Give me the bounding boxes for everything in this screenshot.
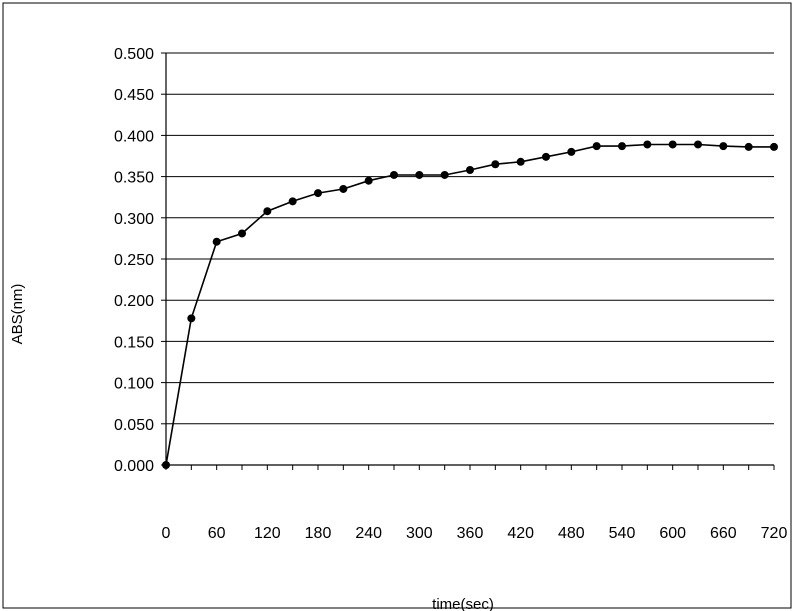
x-tick-label: 240 [355,525,382,542]
data-point [744,142,753,151]
data-point [643,140,652,149]
data-point [238,229,246,238]
x-tick-label: 420 [507,525,534,542]
x-tick-label: 300 [406,525,433,542]
data-point [288,197,297,206]
x-axis-label: time(sec) [432,596,494,611]
x-tick-label: 120 [254,525,281,542]
x-tick-label: 0 [162,525,171,542]
data-point [567,147,576,156]
data-point [415,170,424,179]
x-tick-label: 360 [457,525,484,542]
axes [161,52,775,470]
y-tick-label: 0.300 [114,211,154,228]
data-point [390,170,398,179]
y-tick-label: 0.050 [114,417,154,434]
series [162,140,778,469]
data-point [212,237,221,246]
data-point [263,207,272,216]
y-tick-labels: 0.000 0.050 0.100 0.150 0.200 0.250 0.300 0.350… [114,46,154,475]
grid-lines [166,52,774,425]
data-point [694,140,702,149]
data-point [618,142,626,151]
data-point [364,176,373,185]
y-tick-label: 0.400 [114,128,154,145]
x-tick-label: 540 [609,525,636,542]
data-point [440,170,449,179]
data-point [770,142,778,151]
data-point [187,314,196,323]
x-tick-label: 660 [710,525,737,542]
y-tick-label: 0.350 [114,170,154,187]
data-point [592,142,601,151]
data-point [668,140,677,149]
data-point [162,461,170,469]
y-tick-label: 0.250 [114,252,154,269]
y-tick-label: 0.450 [114,87,154,104]
data-point [339,184,348,193]
y-tick-label: 0.150 [114,334,154,351]
x-tick-label: 600 [659,525,686,542]
y-tick-label: 0.500 [114,46,154,63]
x-tick-labels: 0 60 120 180 240 300 360 420 480 540 600 660 720 [162,525,788,542]
y-tick-label: 0.200 [114,293,154,310]
data-point [542,152,550,161]
data-point [491,160,500,169]
x-tick-label: 60 [208,525,226,542]
y-tick-label: 0.100 [114,376,154,393]
data-point [314,189,322,198]
x-tick-label: 720 [761,525,788,542]
x-tick-label: 180 [305,525,332,542]
y-axis-label: ABS(nm) [9,284,26,345]
x-tick-label: 480 [558,525,585,542]
data-point [466,166,474,175]
data-point [516,157,525,166]
data-point [719,142,728,151]
y-tick-label: 0.000 [114,458,154,475]
